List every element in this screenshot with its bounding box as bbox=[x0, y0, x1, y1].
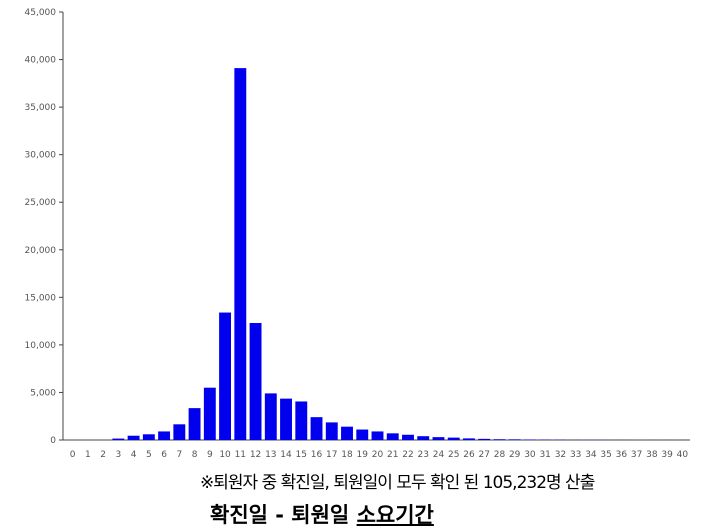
x-tick-label: 37 bbox=[631, 450, 642, 460]
y-tick-label: 0 bbox=[50, 436, 56, 446]
x-tick-label: 40 bbox=[677, 450, 689, 460]
y-axis-ticks: 0 5,000 10,000 15,000 20,000 25,000 30,000 35,0… bbox=[25, 8, 63, 446]
x-tick-label: 29 bbox=[509, 450, 521, 460]
x-tick-label: 35 bbox=[600, 450, 611, 460]
x-tick-label: 38 bbox=[646, 450, 658, 460]
y-tick-label: 30,000 bbox=[25, 151, 57, 161]
x-tick-label: 31 bbox=[539, 450, 550, 460]
bar bbox=[112, 438, 125, 440]
x-tick-label: 14 bbox=[280, 450, 292, 460]
bar bbox=[463, 438, 475, 440]
x-tick-label: 24 bbox=[433, 450, 445, 460]
bar bbox=[447, 437, 460, 440]
bar bbox=[142, 434, 155, 440]
bar-chart: 0 5,000 10,000 15,000 20,000 25,000 30,000 35,0… bbox=[25, 8, 690, 460]
bar bbox=[356, 429, 369, 440]
bar bbox=[127, 435, 140, 440]
x-tick-label: 30 bbox=[524, 450, 536, 460]
y-tick-label: 35,000 bbox=[25, 103, 57, 113]
caption-part1: 확진일 - 퇴원일 bbox=[210, 503, 357, 527]
bars bbox=[112, 68, 689, 441]
x-tick-label: 0 bbox=[70, 450, 76, 460]
bar bbox=[478, 438, 491, 440]
x-tick-label: 26 bbox=[463, 450, 475, 460]
bar bbox=[158, 431, 171, 440]
bar bbox=[371, 431, 384, 440]
bar bbox=[402, 434, 414, 440]
x-tick-label: 3 bbox=[115, 450, 121, 460]
x-tick-label: 7 bbox=[176, 450, 182, 460]
bar bbox=[341, 426, 353, 440]
x-tick-label: 2 bbox=[100, 450, 106, 460]
bar bbox=[386, 433, 399, 440]
footnote: ※퇴원자 중 확진일, 퇴원일이 모두 확인 된 105,232명 산출 bbox=[200, 473, 595, 493]
x-tick-label: 25 bbox=[448, 450, 459, 460]
chart-caption: 확진일 - 퇴원일 소요기간 bbox=[210, 499, 630, 529]
bar bbox=[203, 387, 216, 440]
x-tick-label: 15 bbox=[296, 450, 307, 460]
bar bbox=[188, 408, 201, 440]
bar bbox=[173, 424, 186, 440]
x-tick-label: 23 bbox=[418, 450, 429, 460]
bar bbox=[219, 312, 232, 440]
x-tick-label: 36 bbox=[616, 450, 628, 460]
bar bbox=[310, 417, 323, 440]
x-axis-ticks: 0 1 2 3 4 5 6 7 8 9 10 11 12 13 14 15 16 17 18 19 20 21 22 23 24… bbox=[70, 450, 689, 460]
x-tick-label: 16 bbox=[311, 450, 323, 460]
x-tick-label: 17 bbox=[326, 450, 337, 460]
bar bbox=[280, 398, 292, 440]
x-tick-label: 19 bbox=[357, 450, 369, 460]
x-tick-label: 20 bbox=[372, 450, 384, 460]
y-tick-label: 5,000 bbox=[30, 388, 56, 398]
y-tick-label: 15,000 bbox=[25, 293, 57, 303]
bar bbox=[264, 393, 277, 440]
x-tick-label: 1 bbox=[85, 450, 91, 460]
x-tick-label: 21 bbox=[387, 450, 398, 460]
x-tick-label: 9 bbox=[207, 450, 213, 460]
x-tick-label: 4 bbox=[131, 450, 137, 460]
bar bbox=[249, 323, 262, 440]
x-tick-label: 12 bbox=[250, 450, 261, 460]
x-tick-label: 28 bbox=[494, 450, 506, 460]
caption-part2: 소요기간 bbox=[356, 503, 434, 527]
bar bbox=[417, 436, 430, 440]
x-tick-label: 10 bbox=[219, 450, 231, 460]
bar bbox=[295, 401, 308, 440]
x-tick-label: 32 bbox=[555, 450, 566, 460]
y-tick-label: 25,000 bbox=[25, 198, 57, 208]
x-tick-label: 5 bbox=[146, 450, 152, 460]
y-tick-label: 45,000 bbox=[25, 8, 57, 18]
bar bbox=[234, 68, 247, 441]
x-tick-label: 33 bbox=[570, 450, 581, 460]
y-tick-label: 20,000 bbox=[25, 246, 57, 256]
x-tick-label: 39 bbox=[661, 450, 673, 460]
bar bbox=[508, 439, 521, 440]
bar bbox=[325, 422, 338, 440]
x-tick-label: 11 bbox=[235, 450, 246, 460]
x-tick-label: 8 bbox=[192, 450, 198, 460]
bar bbox=[432, 437, 445, 440]
x-tick-label: 18 bbox=[341, 450, 353, 460]
x-tick-label: 6 bbox=[161, 450, 167, 460]
x-tick-label: 34 bbox=[585, 450, 597, 460]
x-tick-label: 27 bbox=[478, 450, 489, 460]
x-tick-label: 22 bbox=[402, 450, 413, 460]
bar bbox=[493, 439, 506, 440]
y-tick-label: 10,000 bbox=[25, 341, 57, 351]
x-tick-label: 13 bbox=[265, 450, 276, 460]
y-tick-label: 40,000 bbox=[25, 56, 57, 66]
